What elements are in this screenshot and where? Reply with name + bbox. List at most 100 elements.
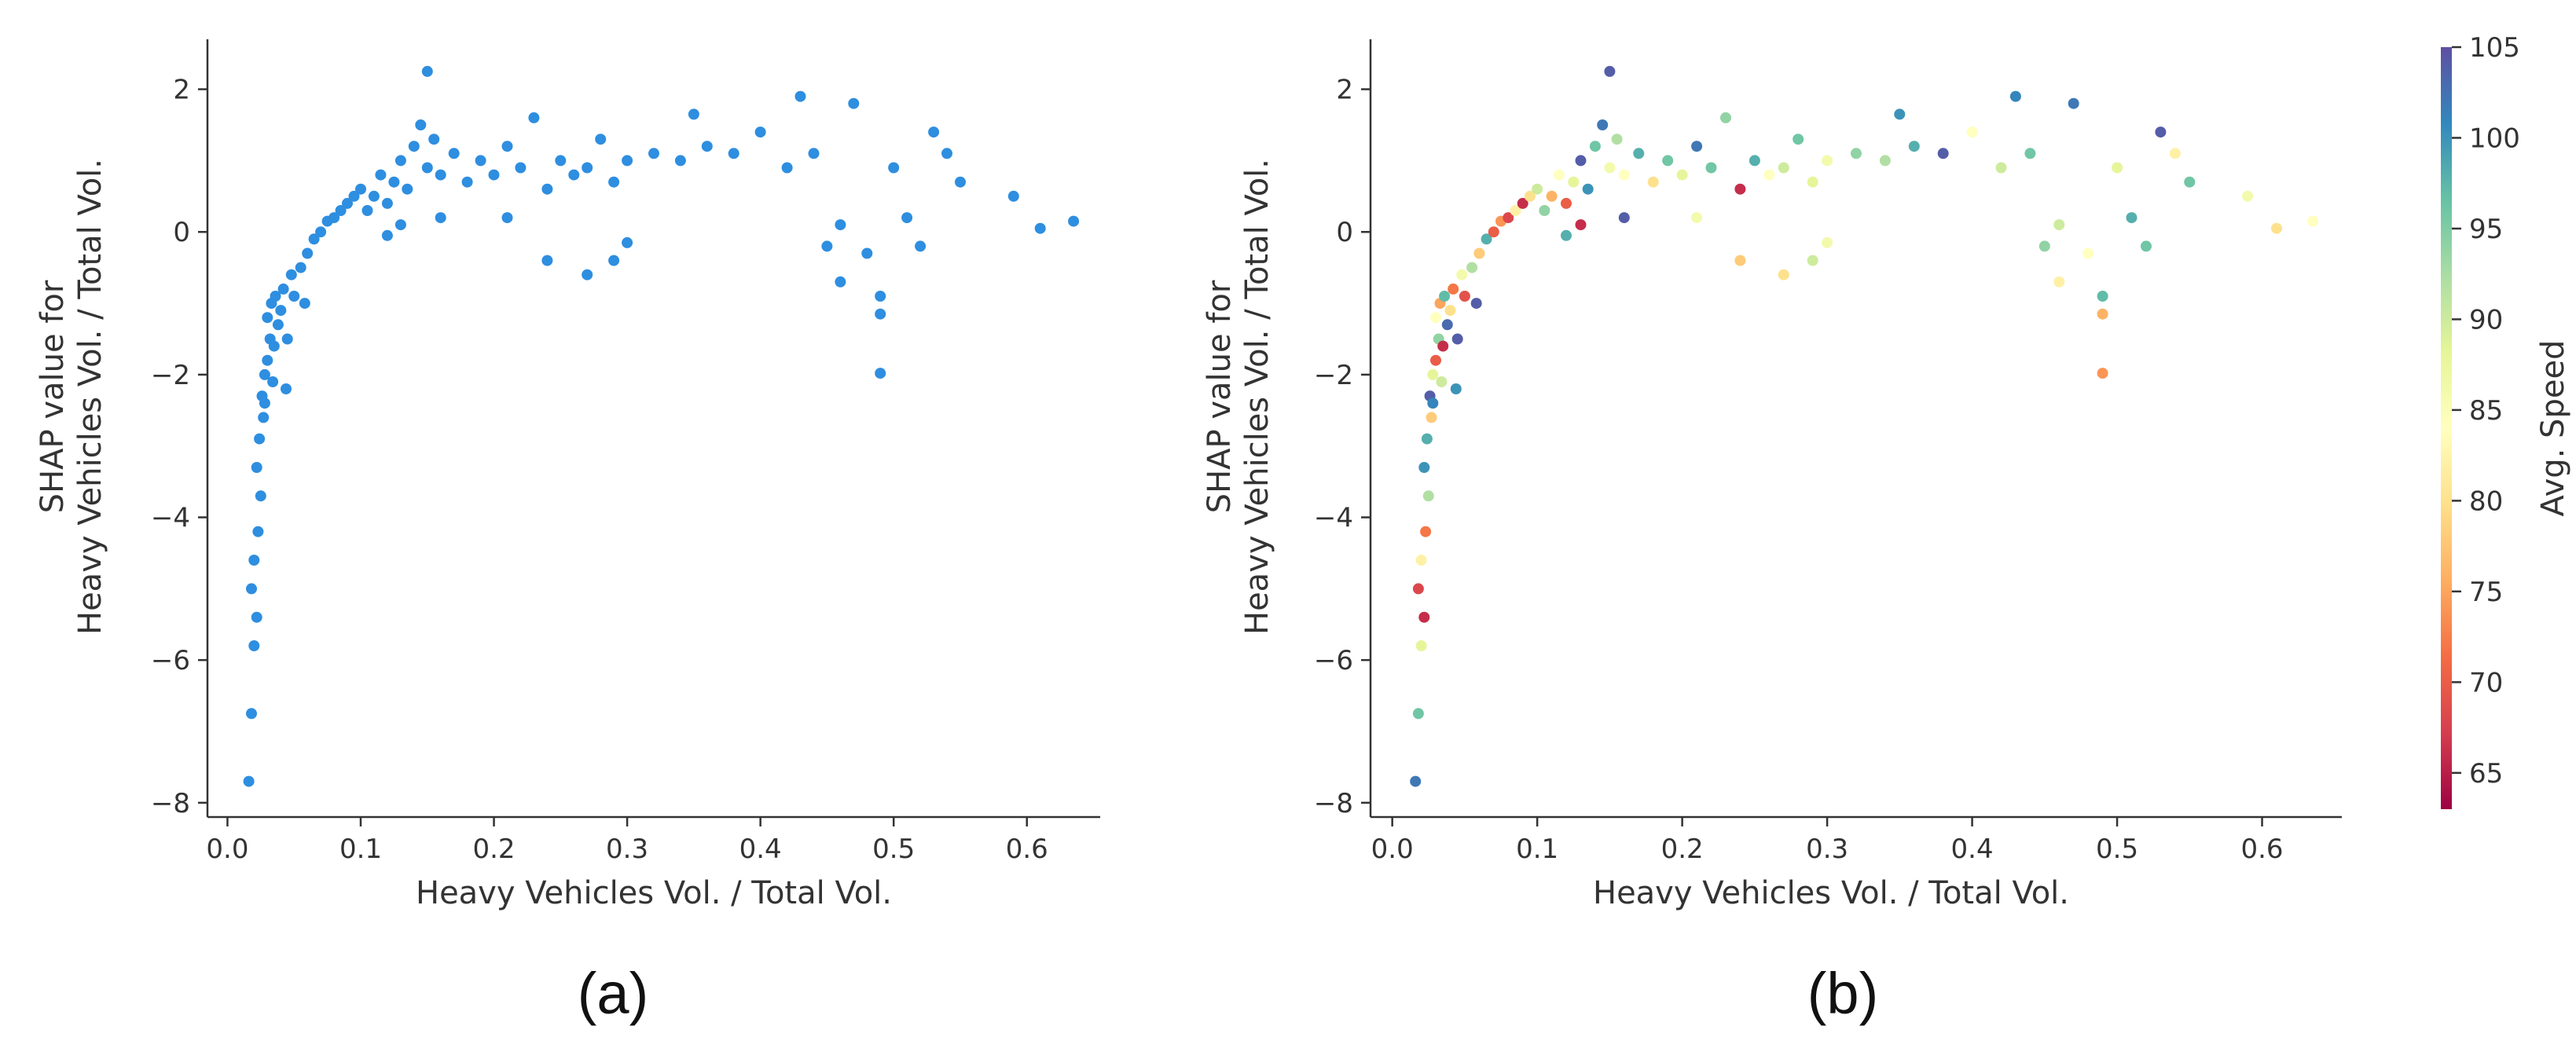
panel-a-point	[674, 155, 686, 167]
panel-a-point	[875, 291, 886, 302]
panel-a-point	[928, 126, 940, 138]
panel-a-point	[248, 640, 260, 651]
panel-b-point	[1441, 319, 1453, 331]
panel-b-x-tick-label: 0.3	[1806, 834, 1848, 865]
panel-a-point	[888, 162, 900, 174]
panel-a-point	[251, 462, 262, 473]
panel-b-point	[2038, 240, 2050, 252]
panel-b-x-tick-label: 0.5	[2096, 834, 2138, 865]
panel-a-point	[408, 141, 420, 152]
panel-b-point	[2097, 308, 2108, 320]
panel-a-point	[262, 354, 273, 366]
panel-b-x-tick-label: 0.6	[2240, 834, 2283, 865]
panel-b-point	[1778, 162, 1789, 174]
panel-b-y-label-line1: SHAP value for	[1202, 280, 1238, 513]
panel-b-point	[2141, 240, 2152, 252]
panel-a-y-tick-label: −2	[151, 360, 190, 391]
panel-a-point	[255, 490, 266, 502]
panel-a-point	[259, 398, 270, 409]
panel-a-point	[394, 155, 406, 167]
panel-b-point	[2126, 212, 2137, 224]
panel-a-point	[648, 148, 659, 159]
panel-b: 0.0 0.1 0.2 0.3 0.4 0.5 0.6 −8 −6 −4 −2 0 2 Heavy V…	[1202, 32, 2571, 1026]
panel-b-point	[1422, 490, 1434, 502]
panel-b-point	[1427, 398, 1439, 409]
panel-a-point	[582, 269, 593, 280]
panel-b-point	[1546, 190, 1558, 202]
panel-b-point	[1470, 298, 1482, 310]
panel-a-y-label-line1: SHAP value for	[35, 280, 71, 513]
panel-b-point	[1430, 312, 1441, 324]
panel-a-point	[754, 126, 766, 138]
panel-b-point	[1763, 169, 1775, 181]
panel-a-point	[268, 340, 280, 352]
panel-b-point	[1705, 162, 1717, 174]
panel-b-x-tick-label: 0.4	[1951, 834, 1994, 865]
panel-a-point	[251, 611, 262, 623]
panel-a-point	[794, 90, 806, 102]
panel-b-points	[1410, 65, 2319, 787]
panel-a-x-tick-label: 0.1	[339, 834, 382, 865]
panel-a-point	[435, 169, 446, 181]
panel-b-point	[2112, 162, 2123, 174]
panel-a-point	[608, 176, 620, 188]
panel-b-point	[2082, 247, 2094, 259]
panel-b-y-tick-label: −2	[1314, 360, 1353, 391]
panel-a-point	[781, 162, 793, 174]
panel-a: 0.0 0.1 0.2 0.3 0.4 0.5 0.6 −8 −6 −4 −2 0 2 Heavy V…	[35, 39, 1100, 1026]
panel-b-point	[1676, 169, 1688, 181]
panel-b-point	[1995, 162, 2007, 174]
panel-b-point	[1436, 376, 1448, 387]
panel-b-point	[1937, 148, 1949, 159]
panel-a-point	[277, 283, 289, 295]
panel-b-point	[1503, 212, 1514, 224]
panel-a-point	[622, 155, 633, 167]
panel-b-y-tick-label: −4	[1314, 503, 1353, 534]
panel-b-point	[1734, 255, 1746, 266]
panel-b-point	[1720, 112, 1731, 123]
panel-b-point	[1604, 65, 1616, 77]
panel-b-point	[1691, 141, 1703, 152]
panel-b-point	[1481, 233, 1492, 245]
panel-b-point	[1807, 255, 1818, 266]
panel-a-point	[1068, 215, 1080, 227]
colorbar-label: Avg. Speed	[2535, 340, 2571, 517]
panel-a-y-tick-label: 0	[173, 217, 190, 248]
panel-b-caption: (b)	[1807, 961, 1878, 1026]
panel-a-point	[915, 240, 927, 252]
panel-a-point	[285, 269, 297, 280]
panel-a-x-tick-label: 0.5	[872, 834, 915, 865]
panel-a-y-tick-label: 2	[173, 75, 190, 106]
panel-a-point	[281, 333, 293, 345]
panel-b-point	[1966, 126, 1978, 138]
panel-a-point	[328, 212, 340, 224]
panel-b-point	[1524, 190, 1536, 202]
panel-b-point	[1691, 212, 1703, 224]
panel-b-point	[2271, 222, 2282, 234]
colorbar-tick-label: 65	[2469, 758, 2503, 790]
panel-a-y-tick-label: −8	[151, 788, 190, 819]
panel-a-point	[608, 255, 620, 266]
panel-b-point	[1568, 176, 1580, 188]
panel-a-point	[728, 148, 739, 159]
colorbar	[2441, 47, 2452, 809]
panel-b-point	[1437, 340, 1449, 352]
panel-a-point	[835, 276, 846, 288]
panel-a-point	[281, 383, 292, 394]
panel-a-point	[315, 226, 327, 238]
panel-a-point	[688, 108, 699, 120]
panel-b-point	[1582, 183, 1594, 195]
panel-b-point	[1459, 291, 1470, 302]
panel-a-point	[394, 219, 406, 231]
panel-b-point	[1426, 412, 1437, 423]
colorbar-ticks: 65 70 75 80 85 90 95 100 105	[2452, 32, 2520, 790]
panel-a-point	[262, 312, 273, 324]
panel-a-point	[448, 148, 460, 159]
panel-a-point	[701, 141, 713, 152]
panel-b-point	[1589, 141, 1601, 152]
panel-a-point	[875, 308, 886, 320]
panel-a-point	[821, 240, 833, 252]
panel-b-point	[1539, 205, 1550, 216]
panel-b-point	[1450, 383, 1462, 394]
